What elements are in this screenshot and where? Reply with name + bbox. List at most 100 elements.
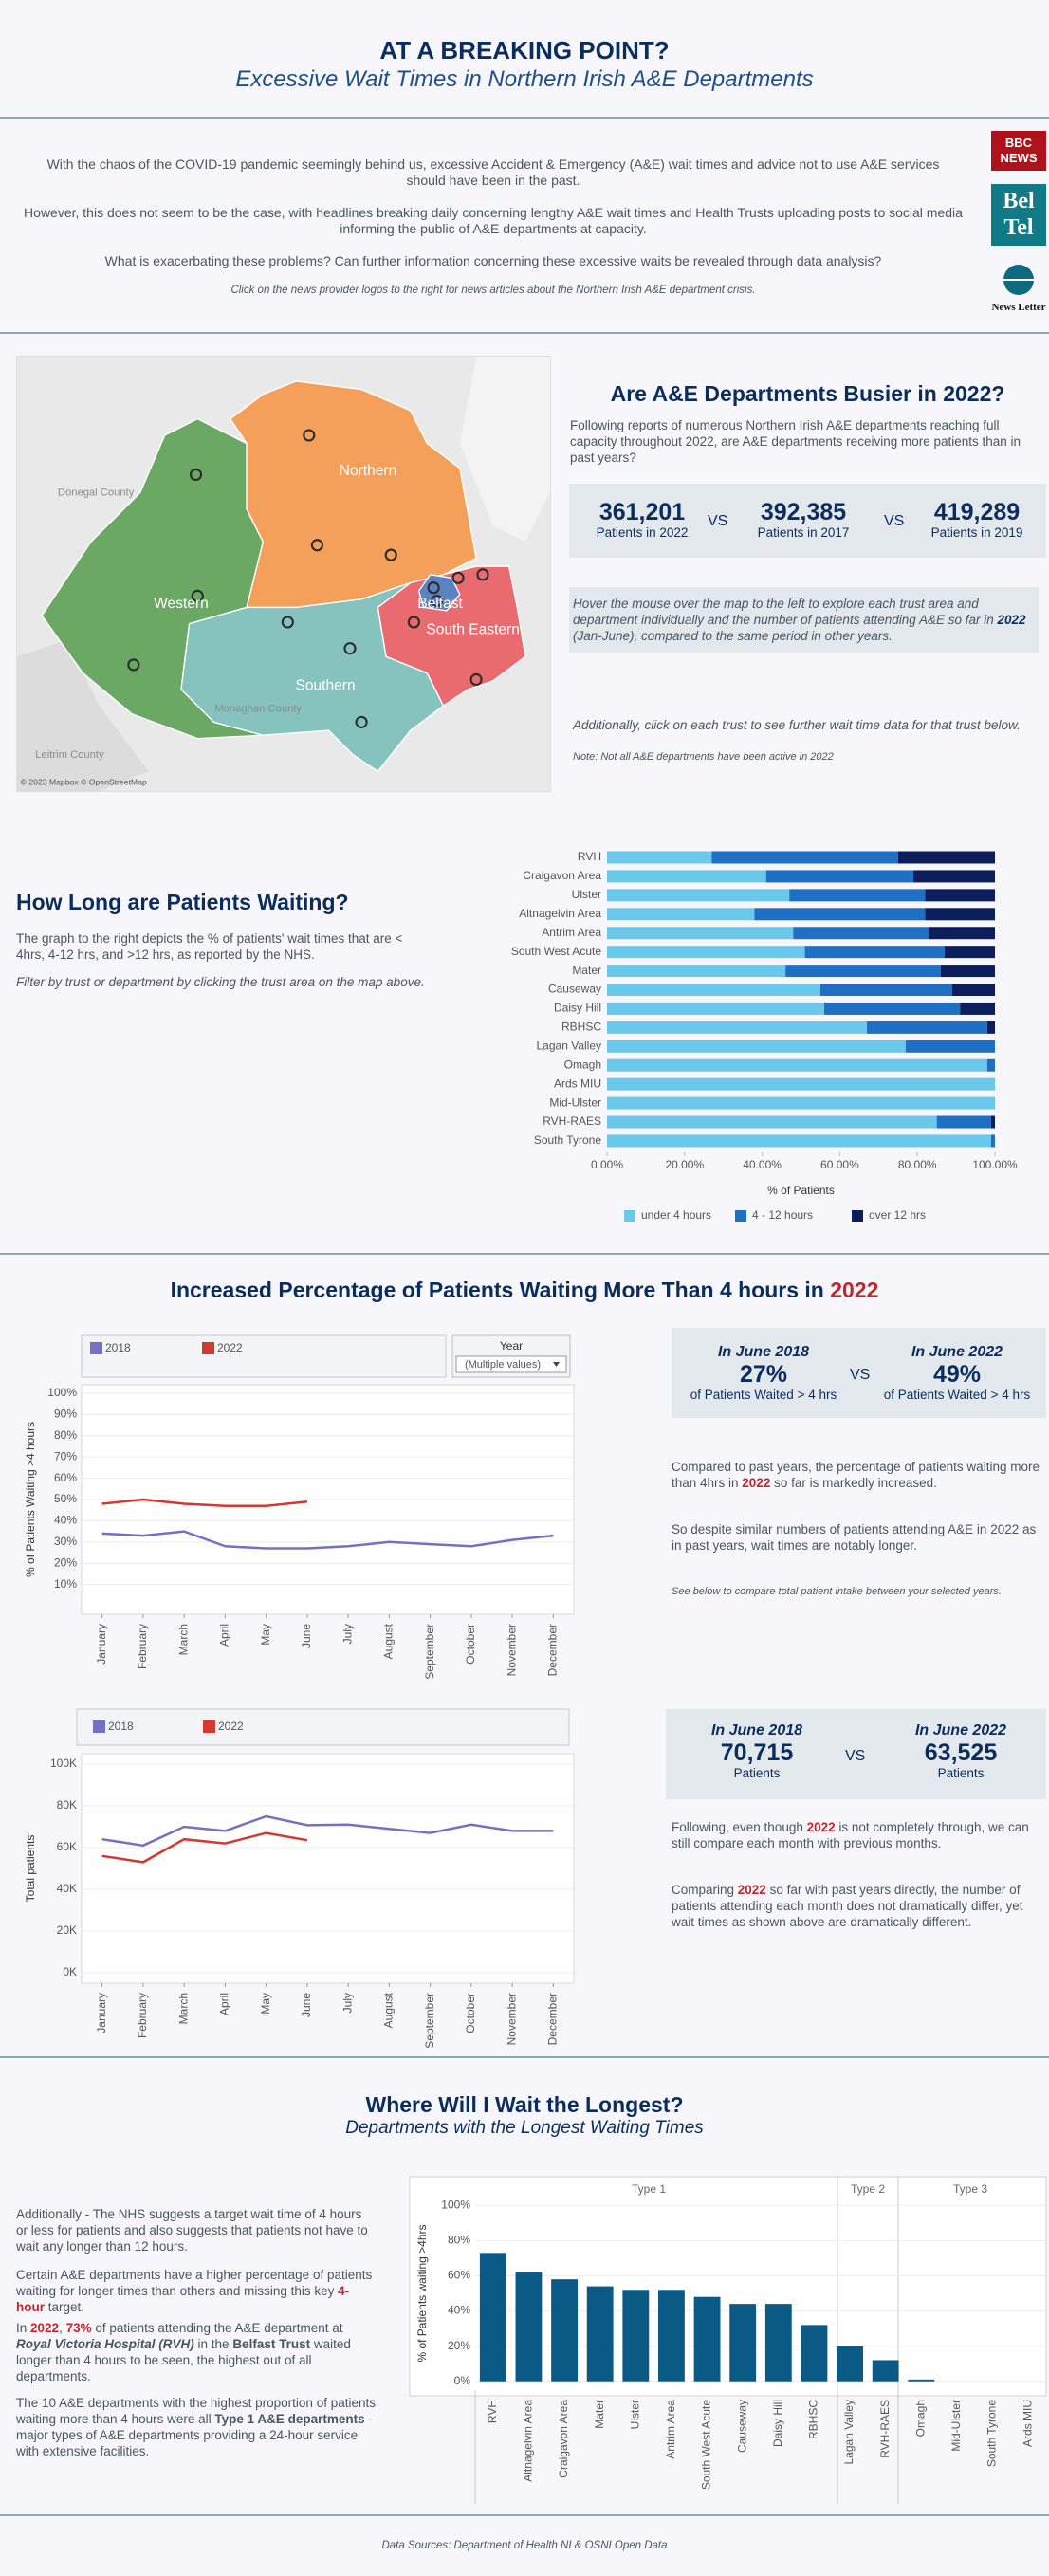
hospital-markers <box>127 429 489 728</box>
text: The 10 A&E departments with the highest … <box>16 2396 376 2426</box>
stat-label: Patients <box>937 1766 985 1780</box>
bar <box>551 2279 578 2382</box>
x-tick-label: RVH <box>486 2400 499 2423</box>
stat: In June 2018 70,715 Patients <box>667 1722 847 1780</box>
x-tick-label: September <box>423 1993 436 2049</box>
x-tick-label: August <box>382 1623 396 1659</box>
text: In <box>16 2321 31 2335</box>
legend-label: 2022 <box>218 1720 244 1733</box>
legend-swatch <box>624 1210 635 1222</box>
bar-segment <box>936 1115 991 1129</box>
bar-segment <box>929 927 995 940</box>
x-tick-label: 40.00% <box>743 1158 782 1171</box>
text: Compared to past years, the percentage o… <box>672 1460 1040 1490</box>
bar <box>658 2290 685 2382</box>
emphasis: 4-hour <box>16 2284 350 2314</box>
bar <box>801 2325 828 2382</box>
note: See below to compare total patient intak… <box>672 1586 1002 1597</box>
legend-label: under 4 hours <box>641 1208 711 1222</box>
y-tick-label: 40% <box>54 1514 77 1527</box>
x-tick-label: April <box>218 1993 231 2015</box>
text: target. <box>45 2300 85 2314</box>
emphasis: Belfast Trust <box>232 2337 311 2351</box>
x-tick-label: Mid-Ulster <box>949 2400 963 2452</box>
y-tick-label: 60% <box>54 1471 77 1484</box>
vs: VS <box>845 1748 866 1764</box>
stat: In June 2022 49% of Patients Waited > 4 hr… <box>867 1344 1047 1402</box>
bar-segment <box>905 1040 995 1053</box>
logo-text: NEWS <box>1000 151 1038 165</box>
divider <box>0 2514 1049 2516</box>
category-label: Lagan Valley <box>537 1039 602 1052</box>
emphasis: Royal Victoria Hospital (RVH) <box>16 2337 194 2351</box>
stat-label: Patients in 2017 <box>757 525 850 540</box>
paragraph: However, this does not seem to be the ca… <box>24 205 963 236</box>
stat-value: 27% <box>739 1361 788 1388</box>
category-label: RVH <box>578 850 601 863</box>
x-axis-label: % of Patients <box>767 1184 835 1197</box>
text: in the <box>193 2337 233 2351</box>
y-tick-label: 80% <box>448 2234 470 2247</box>
x-tick-label: September <box>423 1624 436 1680</box>
category-label: Omagh <box>564 1058 601 1071</box>
newsletter-logo[interactable]: News Letter <box>991 259 1046 322</box>
bar-segment <box>607 1115 937 1129</box>
x-tick-label: April <box>218 1624 231 1647</box>
vs: VS <box>850 1367 871 1383</box>
bbc-logo[interactable]: BBC NEWS <box>991 131 1046 171</box>
paragraph: Comparing 2022 so far with past years di… <box>672 1882 1049 1930</box>
bar-segment <box>607 927 794 940</box>
x-tick-label: RVH-RAES <box>878 2400 892 2458</box>
dropdown[interactable] <box>455 1355 567 1373</box>
logo-text: Bel <box>1003 189 1035 213</box>
stat-heading: In June 2018 <box>717 1344 810 1360</box>
stat-label: of Patients Waited > 4 hrs <box>690 1388 837 1402</box>
category-label: South Tyrone <box>534 1133 601 1147</box>
x-tick-label: January <box>95 1624 108 1665</box>
y-tick-label: 0K <box>63 1965 77 1978</box>
stat-heading: In June 2018 <box>710 1722 803 1739</box>
stats-panel <box>569 484 1046 558</box>
bar <box>764 2304 792 2382</box>
bar-segment <box>607 1021 868 1034</box>
paragraph: Following, even though 2022 is not compl… <box>672 1819 1049 1851</box>
y-tick-label: 20K <box>57 1923 77 1937</box>
series-line <box>101 1831 308 1864</box>
year-filter[interactable]: Year (Multiple values) <box>451 1334 571 1378</box>
beltel-logo[interactable]: Bel Tel <box>991 184 1046 246</box>
attribution: © 2023 Mapbox © OpenStreetMap <box>21 778 147 787</box>
bar-segment <box>607 870 766 883</box>
bar-segment <box>607 946 805 959</box>
y-tick-label: 40K <box>57 1882 77 1895</box>
bar <box>908 2379 935 2382</box>
x-tick-label: 60.00% <box>820 1158 859 1171</box>
bar <box>872 2360 899 2382</box>
region-label: Belfast <box>417 596 463 612</box>
note: Note: Not all A&E departments have been … <box>573 751 834 763</box>
county-label: Leitrim County <box>35 749 104 761</box>
x-tick-label: 80.00% <box>898 1158 937 1171</box>
legend-label: 2018 <box>108 1720 134 1733</box>
note: Click on the news provider logos to the … <box>230 285 756 296</box>
bar <box>586 2286 614 2382</box>
bar-segment <box>785 965 941 978</box>
paragraph: Certain A&E departments have a higher pe… <box>16 2267 377 2315</box>
text: Hover the mouse over the map to the left… <box>573 597 998 627</box>
category-label: Antrim Area <box>542 926 601 939</box>
x-tick-label: February <box>136 1624 149 1669</box>
text: Following, even though <box>672 1820 807 1834</box>
legend-box <box>81 1334 447 1378</box>
series-line <box>101 1814 554 1848</box>
bar-segment <box>897 851 995 864</box>
x-tick-label: December <box>546 1624 560 1676</box>
bar-segment <box>789 889 926 902</box>
bar-segment <box>754 908 926 921</box>
emphasis: Type 1 A&E departments <box>214 2412 365 2426</box>
region-south-eastern[interactable] <box>377 565 526 708</box>
bar-segment <box>607 965 786 978</box>
paragraph: So despite similar numbers of patients a… <box>672 1522 1037 1553</box>
stat-value: 63,525 <box>924 1739 998 1766</box>
bar-segment <box>607 1002 825 1015</box>
y-tick-label: 100K <box>50 1757 77 1770</box>
